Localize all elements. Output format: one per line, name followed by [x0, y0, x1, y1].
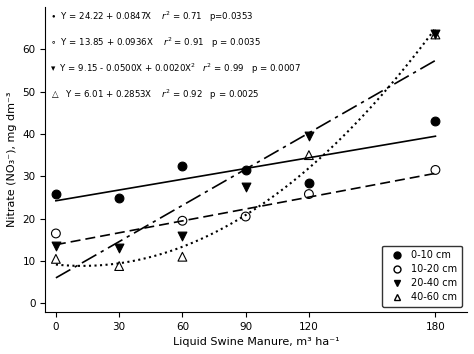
Point [179, 218, 186, 224]
Point [432, 167, 439, 173]
Point [179, 163, 186, 169]
Point [305, 133, 313, 139]
Legend: 0-10 cm, 10-20 cm, 20-40 cm, 40-60 cm: 0-10 cm, 10-20 cm, 20-40 cm, 40-60 cm [382, 246, 462, 307]
Text: $\triangle$  Y = 6.01 + 0.2853X    $r^2$ = 0.92   p = 0.0025: $\triangle$ Y = 6.01 + 0.2853X $r^2$ = 0… [50, 88, 259, 102]
Point [432, 32, 439, 37]
Point [305, 180, 313, 185]
Point [305, 152, 313, 158]
Point [242, 184, 249, 190]
Point [432, 32, 439, 37]
Text: $\blacktriangledown$  Y = 9.15 - 0.0500X + 0.0020X$^2$   $r^2$ = 0.99   p = 0.00: $\blacktriangledown$ Y = 9.15 - 0.0500X … [50, 62, 301, 76]
Point [52, 191, 60, 197]
Point [432, 119, 439, 124]
Point [115, 195, 123, 201]
Point [305, 191, 313, 197]
Text: $\circ$  Y = 13.85 + 0.0936X    $r^2$ = 0.91   p = 0.0035: $\circ$ Y = 13.85 + 0.0936X $r^2$ = 0.91… [50, 36, 261, 50]
Point [52, 230, 60, 236]
Point [52, 256, 60, 262]
Y-axis label: Nitrate (NO₃⁻), mg dm⁻³: Nitrate (NO₃⁻), mg dm⁻³ [7, 92, 17, 227]
Point [115, 245, 123, 251]
Point [179, 254, 186, 259]
Point [242, 167, 249, 173]
Point [179, 234, 186, 239]
Point [242, 214, 249, 219]
Point [52, 243, 60, 249]
Text: $\bullet$  Y = 24.22 + 0.0847X    $r^2$ = 0.71   p=0.0353: $\bullet$ Y = 24.22 + 0.0847X $r^2$ = 0.… [50, 10, 253, 24]
X-axis label: Liquid Swine Manure, m³ ha⁻¹: Liquid Swine Manure, m³ ha⁻¹ [173, 337, 339, 347]
Point [115, 263, 123, 269]
